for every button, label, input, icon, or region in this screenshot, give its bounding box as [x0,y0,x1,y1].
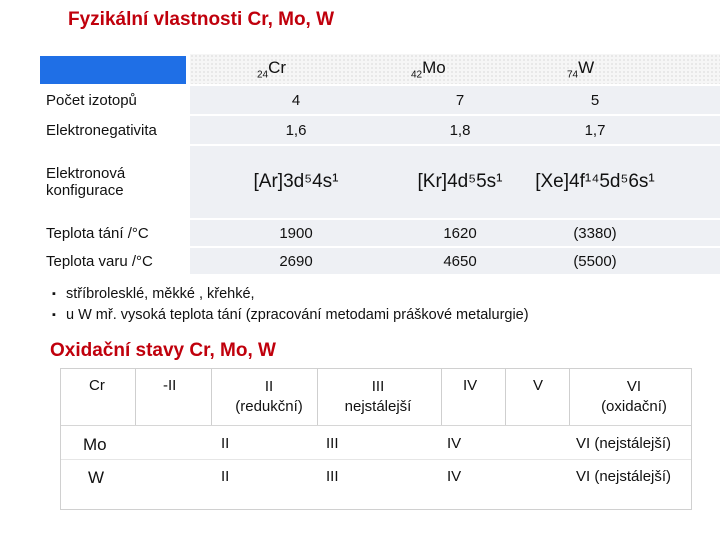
row-separator [40,218,690,220]
cell-vi: VI (nejstálejší) [576,468,672,485]
header-v: V [533,377,544,394]
table-row: Elektronová konfigurace [Ar]3d⁵4s¹ [Kr]4… [40,146,690,218]
row-divider [61,425,691,426]
list-item-text: stříbrolesklé, měkké , křehké, [66,286,255,302]
cell-iv: IV [447,468,462,485]
row-label: Elektronegativita [46,121,157,139]
cell-mo: 1620 [443,224,477,242]
header-minus-ii: -II [163,377,177,394]
row-element: W [88,468,105,487]
element-cr: 24Cr [257,58,287,81]
table-header-row: 24Cr 42Mo 74W [40,54,690,86]
cell-cr: [Ar]3d⁵4s¹ [253,171,339,192]
table-header-corner [40,56,186,84]
row-band [190,146,720,218]
row-band [190,86,720,114]
table-row: Teplota varu /°C 2690 4650 (5500) [40,248,690,274]
row-label: Teplota varu /°C [46,252,153,270]
cell-mo: 7 [455,91,465,109]
header-ii: II (redukční) [235,378,303,415]
cell-iv: IV [447,435,462,452]
cell-w: (3380) [573,224,617,242]
cell-mo: 4650 [443,252,477,270]
cell-cr: 1900 [279,224,313,242]
cell-w: [Xe]4f¹⁴5d⁵6s¹ [535,171,655,192]
row-separator [40,144,690,146]
cell-w: 1,7 [584,121,606,139]
column-divider [505,369,506,425]
element-w: 74W [567,58,595,81]
list-item: ▪ stříbrolesklé, měkké , křehké, [52,284,529,305]
row-band [190,248,720,274]
header-iii: III nejstálejší [344,378,412,415]
row-label-line: konfigurace [46,182,124,199]
cell-w: 5 [590,91,600,109]
table-row: Počet izotopů 4 7 5 [40,86,690,114]
row-band [190,116,720,144]
column-divider [317,369,318,425]
cell-cr: 4 [291,91,301,109]
table-row: Elektronegativita 1,6 1,8 1,7 [40,116,690,144]
row-divider [61,459,691,460]
cell-mo: 1,8 [449,121,471,139]
physical-properties-title: Fyzikální vlastnosti Cr, Mo, W [68,9,335,30]
table-row: Teplota tání /°C 1900 1620 (3380) [40,220,690,246]
list-item: ▪ u W mř. vysoká teplota tání (zpracování… [52,305,529,326]
cell-cr: 2690 [279,252,313,270]
row-label-line: Elektronová [46,165,126,182]
header-vi: VI (oxidační) [601,378,667,415]
row-element: Mo [83,435,107,454]
cell-cr: 1,6 [285,121,307,139]
cell-vi: VI (nejstálejší) [576,435,672,452]
header-cr: Cr [89,377,105,394]
column-divider [569,369,570,425]
column-divider [441,369,442,425]
bullet-icon: ▪ [52,309,56,321]
row-label: Teplota tání /°C [46,224,149,242]
bullet-icon: ▪ [52,288,56,300]
notes-list: ▪ stříbrolesklé, měkké , křehké, ▪ u W mř.… [52,284,529,326]
cell-iii: III [326,468,339,485]
list-item-text: u W mř. vysoká teplota tání (zpracování … [66,307,529,323]
oxidation-states-title: Oxidační stavy Cr, Mo, W [50,340,276,361]
cell-w: (5500) [573,252,617,270]
column-divider [211,369,212,425]
row-separator [40,246,690,248]
oxidation-states-table: Cr -II II (redukční) III nejstálejší IV V … [60,368,692,510]
cell-iii: III [326,435,339,452]
column-divider [135,369,136,425]
cell-ii: II [221,468,230,485]
element-mo: 42Mo [411,58,446,81]
table-header-background [190,54,720,84]
header-iv: IV [463,377,478,394]
cell-mo: [Kr]4d⁵5s¹ [417,171,503,192]
row-band [190,220,720,246]
row-separator [40,114,690,116]
cell-ii: II [221,435,230,452]
row-label: Elektronová konfigurace [46,146,196,218]
row-label: Počet izotopů [46,91,137,109]
